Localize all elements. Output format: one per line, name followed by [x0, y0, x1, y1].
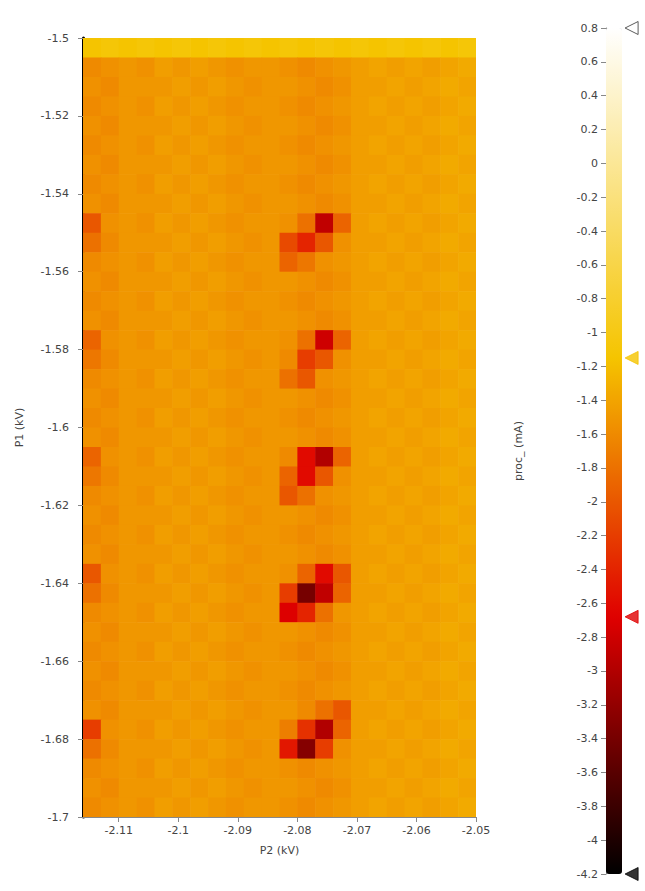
svg-text:-2.6: -2.6	[577, 597, 598, 610]
svg-text:0.6: 0.6	[581, 55, 599, 68]
svg-text:0.2: 0.2	[581, 123, 599, 136]
svg-text:-3: -3	[587, 664, 598, 677]
svg-text:-1.54: -1.54	[41, 187, 69, 200]
svg-text:-2.11: -2.11	[104, 824, 132, 837]
svg-text:-2.05: -2.05	[462, 824, 490, 837]
svg-text:-2.2: -2.2	[577, 529, 598, 542]
svg-text:-2.09: -2.09	[224, 824, 252, 837]
svg-text:-1: -1	[587, 326, 598, 339]
svg-text:-0.8: -0.8	[577, 292, 598, 305]
svg-text:-1.7: -1.7	[48, 811, 69, 824]
svg-text:-0.4: -0.4	[577, 225, 598, 238]
svg-text:-2.1: -2.1	[168, 824, 189, 837]
svg-text:-1.58: -1.58	[41, 343, 69, 356]
svg-text:-4.2: -4.2	[577, 868, 598, 881]
svg-text:-2.06: -2.06	[402, 824, 430, 837]
svg-text:-0.2: -0.2	[577, 191, 598, 204]
svg-text:-1.2: -1.2	[577, 360, 598, 373]
svg-text:-1.56: -1.56	[41, 265, 69, 278]
svg-text:-3.8: -3.8	[577, 800, 598, 813]
svg-text:-3.4: -3.4	[577, 732, 598, 745]
svg-text:0.4: 0.4	[581, 89, 599, 102]
svg-text:-2.8: -2.8	[577, 631, 598, 644]
svg-text:-1.8: -1.8	[577, 461, 598, 474]
svg-text:-0.6: -0.6	[577, 258, 598, 271]
svg-text:-3.2: -3.2	[577, 698, 598, 711]
svg-text:-1.6: -1.6	[48, 421, 69, 434]
svg-text:0: 0	[591, 157, 598, 170]
svg-text:-1.62: -1.62	[41, 499, 69, 512]
svg-text:P2 (kV): P2 (kV)	[260, 844, 300, 857]
svg-text:proc_ (mA): proc_ (mA)	[512, 421, 525, 481]
svg-text:-2: -2	[587, 495, 598, 508]
svg-text:-1.68: -1.68	[41, 733, 69, 746]
svg-text:-1.4: -1.4	[577, 394, 598, 407]
svg-text:P1 (kV): P1 (kV)	[13, 408, 26, 448]
svg-text:-1.5: -1.5	[48, 32, 69, 45]
svg-text:-1.6: -1.6	[577, 428, 598, 441]
svg-text:-1.52: -1.52	[41, 109, 69, 122]
svg-text:-4: -4	[587, 834, 598, 847]
svg-text:-3.6: -3.6	[577, 766, 598, 779]
svg-text:-2.07: -2.07	[343, 824, 371, 837]
svg-text:-2.4: -2.4	[577, 563, 598, 576]
svg-text:-1.64: -1.64	[41, 577, 69, 590]
svg-text:-2.08: -2.08	[283, 824, 311, 837]
svg-text:-1.66: -1.66	[41, 655, 69, 668]
svg-text:0.8: 0.8	[581, 22, 599, 35]
